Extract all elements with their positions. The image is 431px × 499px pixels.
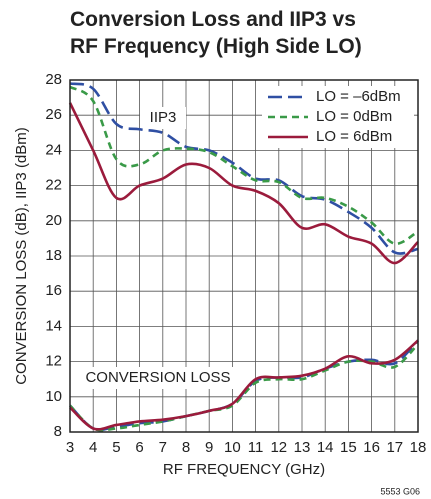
x-tick-label: 4 [89, 439, 97, 456]
y-tick-label: 26 [45, 106, 62, 123]
x-tick-label: 8 [182, 439, 190, 456]
x-tick-label: 9 [205, 439, 213, 456]
chart-title: Conversion Loss and IIP3 vs [70, 8, 356, 31]
x-tick-label: 13 [294, 439, 311, 456]
legend-label: LO = –6dBm [316, 88, 401, 105]
y-tick-label: 24 [45, 141, 62, 158]
x-tick-label: 5 [112, 439, 120, 456]
y-tick-label: 8 [54, 423, 62, 440]
x-tick-label: 14 [317, 439, 334, 456]
x-tick-label: 18 [410, 439, 427, 456]
x-tick-label: 10 [224, 439, 241, 456]
annotation-bg [78, 367, 238, 389]
footnote: 5553 G06 [380, 486, 420, 496]
series-line [68, 102, 419, 265]
series-line [69, 82, 419, 255]
chart-title: RF Frequency (High Side LO) [70, 35, 362, 58]
x-tick-label: 7 [159, 439, 167, 456]
y-tick-label: 22 [45, 177, 62, 194]
legend-label: LO = 6dBm [316, 128, 392, 145]
x-tick-label: 15 [340, 439, 357, 456]
x-tick-label: 16 [363, 439, 380, 456]
x-tick-label: 11 [248, 439, 264, 456]
x-tick-label: 17 [386, 439, 403, 456]
y-tick-label: 20 [45, 212, 62, 229]
annotation: CONVERSION LOSS [85, 369, 230, 386]
x-tick-label: 12 [270, 439, 287, 456]
series-line [69, 85, 419, 245]
x-axis-label: RF FREQUENCY (GHz) [163, 461, 325, 478]
y-tick-label: 18 [45, 247, 62, 264]
y-tick-label: 12 [45, 353, 62, 370]
legend-label: LO = 0dBm [316, 108, 392, 125]
y-tick-label: 16 [45, 282, 62, 299]
x-tick-label: 3 [66, 439, 74, 456]
frame [69, 79, 419, 433]
y-axis-label: CONVERSION LOSS (dB), IIP3 (dBm) [13, 127, 30, 385]
y-tick-label: 10 [45, 388, 62, 405]
x-tick-label: 6 [135, 439, 143, 456]
annotation: IIP3 [150, 109, 177, 126]
y-tick-label: 28 [45, 71, 62, 88]
annotation-bg [140, 107, 186, 129]
y-tick-label: 14 [45, 317, 62, 334]
series-line [69, 339, 419, 431]
